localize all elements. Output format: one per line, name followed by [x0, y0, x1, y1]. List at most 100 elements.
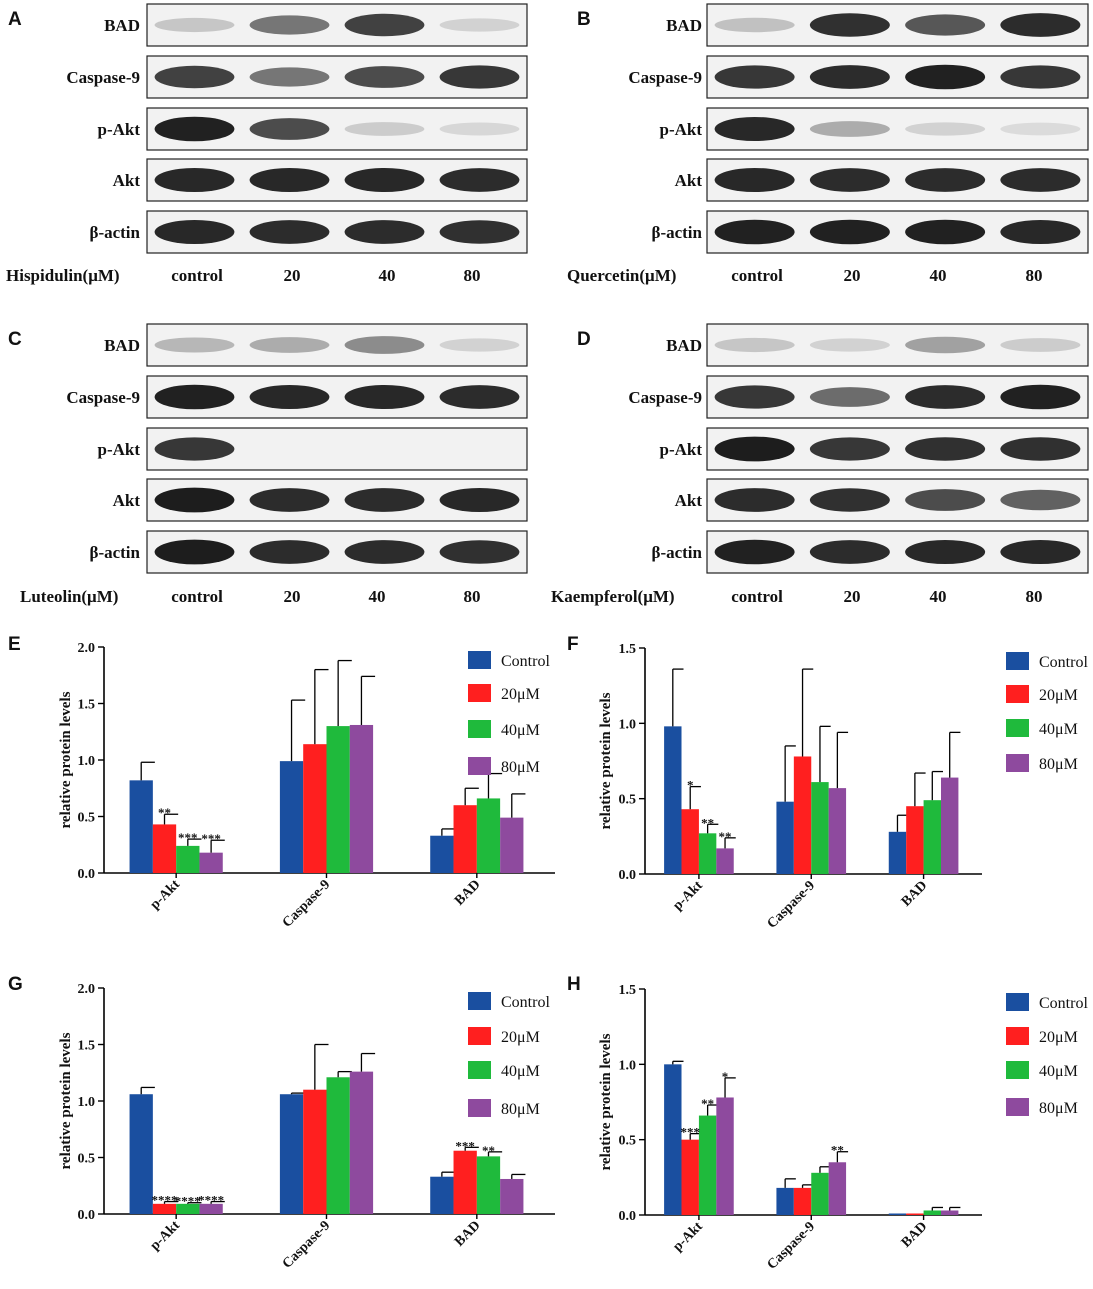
blot-band — [905, 437, 986, 461]
y-tick-label: 0.5 — [619, 793, 637, 808]
lane-label: 40 — [369, 587, 386, 606]
legend-label: 20μM — [1039, 687, 1078, 704]
blot-band — [344, 384, 425, 410]
x-tick-label: Caspase-9 — [765, 878, 819, 932]
legend-label: Control — [501, 994, 550, 1011]
bar — [430, 835, 454, 873]
y-tick-label: 0.5 — [78, 811, 96, 826]
legend-label: 20μM — [1039, 1029, 1078, 1046]
y-tick-label: 1.0 — [78, 754, 96, 769]
chart-e: E 0.0 0.5 1.0 1.5 2.0 relative protein levels p… — [8, 634, 555, 931]
y-tick-label: 0.5 — [78, 1152, 96, 1167]
bar — [923, 800, 941, 874]
bar — [199, 1203, 223, 1214]
blot-band — [905, 336, 986, 354]
blot-band — [714, 337, 795, 353]
blot-band — [809, 437, 890, 461]
blot-band — [905, 168, 986, 192]
lane-label: control — [731, 587, 783, 606]
significance-marker: **** — [152, 1193, 178, 1208]
y-tick-label: 0.0 — [619, 1209, 637, 1224]
bar — [129, 1094, 153, 1214]
significance-marker: ** — [701, 1096, 714, 1111]
blot-band — [154, 384, 235, 410]
panel-label: A — [8, 9, 22, 30]
panel-label: C — [8, 329, 22, 350]
legend-label: 40μM — [1039, 1063, 1078, 1080]
blot-band — [344, 220, 425, 244]
blot-band — [249, 15, 330, 35]
bar — [476, 1156, 501, 1214]
blot-band — [714, 385, 795, 409]
blot-band — [809, 387, 890, 407]
bar — [152, 824, 177, 873]
blot-band — [249, 220, 330, 244]
blot-row-label: p-Akt — [97, 440, 140, 459]
lane-label: 40 — [930, 587, 947, 606]
blot-band — [249, 118, 330, 140]
x-tick-label: BAD — [452, 1218, 484, 1250]
legend-swatch — [468, 651, 491, 669]
blot-row-label: Akt — [113, 171, 141, 190]
lane-label: 80 — [1026, 587, 1043, 606]
blot-band — [344, 540, 425, 564]
blot-band — [714, 17, 795, 33]
significance-marker: ** — [701, 815, 714, 830]
blot-row-label: β-actin — [651, 543, 702, 562]
legend-label: Control — [501, 653, 550, 670]
treatment-label: Luteolin(μM) — [20, 587, 118, 606]
blot-row-label: Akt — [675, 171, 703, 190]
bar — [828, 788, 847, 874]
significance-marker: *** — [680, 1125, 700, 1140]
significance-marker: ** — [158, 805, 171, 820]
blot-panel-c: C BAD Caspase-9 p-Akt Akt β-actin Luteolin(μM)… — [8, 323, 528, 606]
blot-row-label: Caspase-9 — [66, 68, 140, 87]
legend-swatch — [468, 684, 491, 702]
blot-band — [905, 489, 986, 511]
legend-swatch — [1006, 754, 1029, 772]
blot-row-label: p-Akt — [659, 440, 702, 459]
blot-band — [809, 13, 890, 37]
blot-band — [1000, 122, 1081, 136]
blot-row-label: BAD — [666, 16, 702, 35]
legend-label: 40μM — [1039, 721, 1078, 738]
legend-swatch — [1006, 685, 1029, 703]
y-tick-label: 2.0 — [78, 982, 96, 997]
bar — [279, 1094, 304, 1214]
blot-band — [439, 65, 520, 89]
x-tick-label: p-Akt — [148, 1218, 184, 1254]
panel-label: G — [8, 974, 23, 995]
blot-band — [439, 18, 520, 32]
lane-label: 40 — [379, 266, 396, 285]
blot-band — [714, 539, 795, 565]
legend-label: 80μM — [501, 759, 540, 776]
legend-swatch — [1006, 1061, 1029, 1079]
y-axis-label: relative protein levels — [598, 692, 614, 829]
blot-band — [714, 488, 795, 512]
bar — [430, 1176, 454, 1214]
legend-swatch — [468, 1061, 491, 1079]
blot-band — [1000, 489, 1081, 511]
chart-h: H 0.0 0.5 1.0 1.5 relative protein levels p-Ak… — [567, 974, 1088, 1273]
lane-label: 40 — [930, 266, 947, 285]
bar — [129, 780, 153, 873]
blot-band — [439, 338, 520, 352]
x-tick-label: p-Akt — [670, 1219, 706, 1255]
bar — [811, 782, 829, 874]
bar — [476, 798, 501, 873]
significance-marker: *** — [455, 1138, 475, 1153]
legend-swatch — [468, 720, 491, 738]
x-tick-label: p-Akt — [148, 877, 184, 913]
blot-band — [249, 540, 330, 564]
blot-band — [344, 488, 425, 512]
blot-band — [809, 219, 890, 245]
significance-marker: ** — [482, 1143, 495, 1158]
legend-label: Control — [1039, 654, 1088, 671]
y-tick-label: 0.0 — [78, 867, 96, 882]
bar — [776, 1187, 794, 1215]
blot-panel-d: D BAD Caspase-9 p-Akt Akt β-actin Kaempferol(μ… — [551, 323, 1089, 606]
bar — [349, 724, 374, 873]
y-tick-label: 1.0 — [78, 1095, 96, 1110]
panel-label: D — [577, 329, 591, 350]
y-tick-label: 1.0 — [619, 1058, 637, 1073]
